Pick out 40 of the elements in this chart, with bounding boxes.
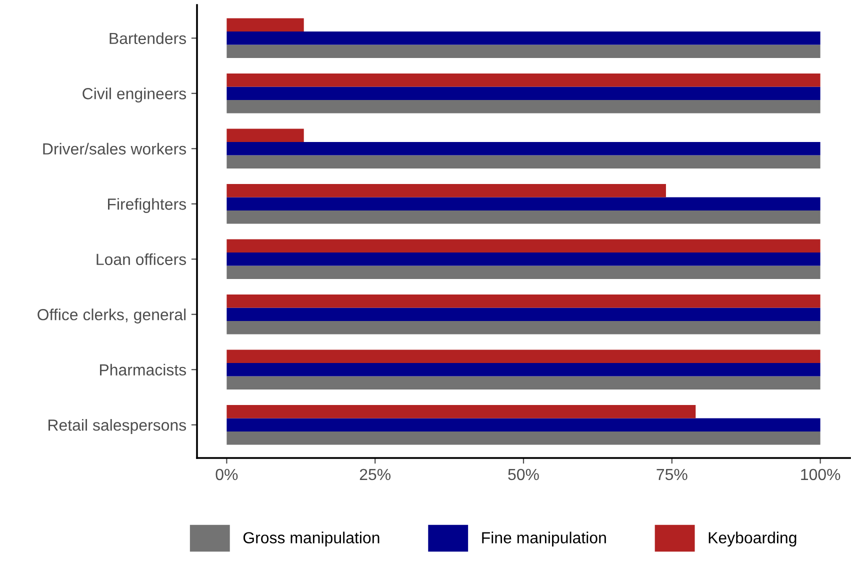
bar (226, 18, 304, 32)
bar (226, 404, 696, 418)
x-tick-label: 50% (508, 468, 539, 480)
y-tick-label: Firefighters (108, 198, 186, 213)
bar (226, 239, 820, 252)
bar (226, 252, 820, 266)
y-tick-label: Driver/sales workers (43, 142, 186, 155)
bar (226, 431, 820, 445)
x-tick-label: 25% (360, 468, 391, 480)
x-tick-label: 75% (656, 468, 688, 480)
y-tick-label: Pharmacists (100, 364, 186, 376)
bar (226, 418, 820, 432)
legend-label: Fine manipulation (482, 532, 606, 547)
legend-label: Keyboarding (708, 532, 796, 547)
bar (226, 376, 820, 390)
bar (226, 74, 820, 87)
x-tick-label: 100% (801, 468, 840, 480)
x-tick-label: 0% (216, 468, 238, 480)
bar (226, 100, 820, 114)
bar (226, 350, 820, 363)
bar (226, 86, 820, 100)
bar (226, 266, 820, 280)
y-tick-label: Retail salespersons (48, 419, 186, 434)
bar (226, 44, 820, 58)
bar (226, 142, 820, 156)
bar (226, 294, 820, 308)
y-tick-label: Bartenders (110, 32, 186, 44)
y-tick-label: Loan officers (96, 253, 186, 266)
legend-label: Gross manipulation (243, 532, 380, 547)
bar (226, 320, 820, 334)
bar (226, 308, 820, 321)
bar (226, 210, 820, 224)
y-tick-label: Civil engineers (82, 88, 186, 102)
bar (226, 184, 666, 198)
bar (226, 197, 820, 211)
bar (226, 155, 820, 169)
y-tick-label: Office clerks, general (38, 308, 186, 324)
bar (226, 128, 304, 142)
bar (226, 362, 820, 376)
bar (226, 32, 820, 45)
